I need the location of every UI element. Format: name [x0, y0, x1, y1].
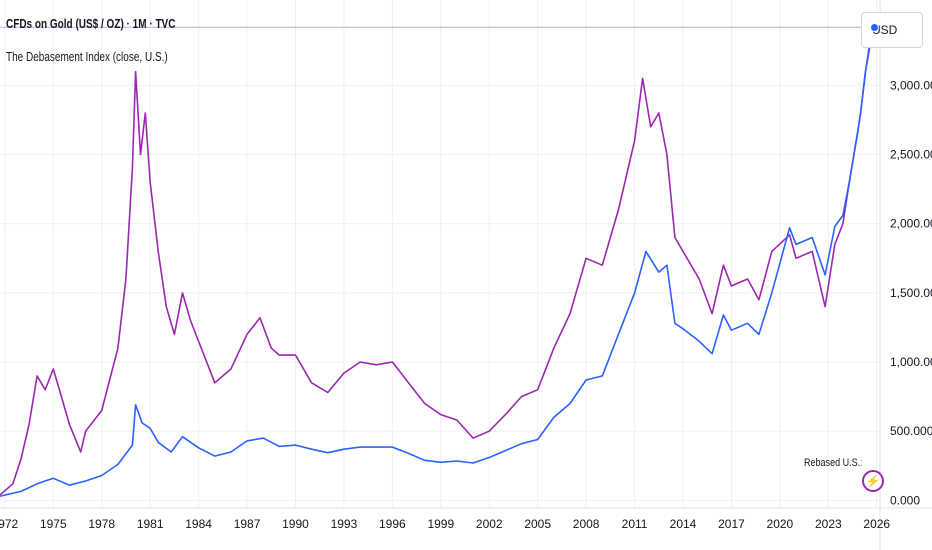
y-tick-label: 500.000 — [890, 424, 932, 438]
x-tick-label: 2005 — [524, 517, 551, 531]
x-tick-label: 2020 — [767, 517, 794, 531]
y-tick-label: 1,000.000 — [890, 355, 932, 369]
x-tick-label: 1972 — [0, 517, 19, 531]
x-tick-label: 1999 — [427, 517, 454, 531]
debasement-series-line — [0, 32, 875, 496]
y-tick-label: 3,000.000 — [890, 78, 932, 92]
x-tick-label: 2017 — [718, 517, 745, 531]
x-tick-label: 1984 — [185, 517, 212, 531]
last-price-dot — [869, 23, 879, 33]
x-tick-label: 1978 — [88, 517, 115, 531]
x-tick-label: 2023 — [815, 517, 842, 531]
x-tick-label: 2014 — [670, 517, 697, 531]
x-tick-label: 1993 — [331, 517, 358, 531]
x-axis[interactable]: 1972 1975 1978 1981 1984 1987 1990 1993 1996 1999… — [0, 507, 932, 531]
y-tick-label: 0.000 — [890, 493, 920, 507]
rebased-label: Rebased U.S.: 0.9337... — [804, 457, 862, 469]
x-tick-label: 1981 — [137, 517, 164, 531]
series-group — [0, 27, 875, 497]
x-tick-label: 2002 — [476, 517, 503, 531]
x-tick-label: 1990 — [282, 517, 309, 531]
x-tick-label: 1987 — [234, 517, 261, 531]
chart-title[interactable]: CFDs on Gold (US$ / OZ) · 1M · TVC — [6, 17, 176, 31]
x-tick-label: 1975 — [40, 517, 67, 531]
x-tick-label: 1996 — [379, 517, 406, 531]
lightning-icon[interactable]: ⚡ — [862, 470, 884, 492]
gridlines — [0, 0, 880, 508]
indicator-legend[interactable]: The Debasement Index (close, U.S.) — [6, 50, 168, 64]
y-tick-label: 2,500.000 — [890, 148, 932, 162]
y-tick-label: 2,000.000 — [890, 217, 932, 231]
x-tick-label: 2026 — [863, 517, 890, 531]
y-tick-label: 1,500.000 — [890, 286, 932, 300]
x-tick-label: 2008 — [573, 517, 600, 531]
y-axis[interactable]: 0.000 500.000 1,000.000 1,500.000 2,000.000 2… — [879, 0, 932, 550]
gold-series-line — [0, 27, 875, 497]
x-tick-label: 2011 — [622, 517, 648, 531]
